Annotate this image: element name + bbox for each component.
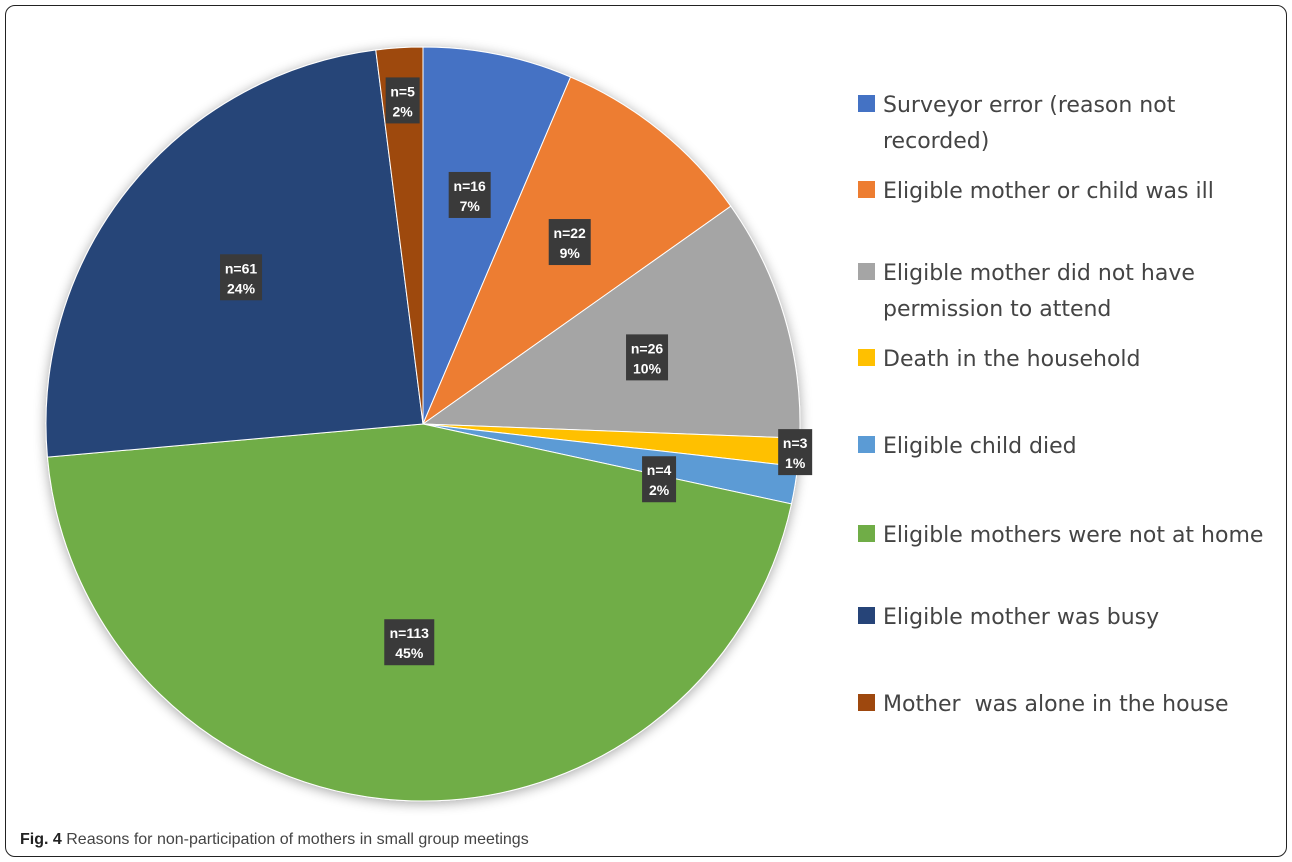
data-label-count: n=5	[390, 83, 415, 99]
data-label-count: n=61	[225, 260, 258, 276]
pie-slice	[375, 46, 424, 425]
data-label-percent: 2%	[649, 482, 670, 498]
legend-swatch	[858, 95, 875, 112]
data-label: n=31%	[778, 429, 813, 476]
data-label-count: n=22	[554, 225, 587, 241]
data-label-count: n=113	[390, 625, 430, 641]
legend-item-death: Death in the household	[858, 342, 1283, 378]
figure-number: Fig. 4	[20, 831, 62, 848]
legend-item-busy: Eligible mother was busy	[858, 600, 1283, 636]
legend-swatch	[858, 349, 875, 366]
data-label: n=113 45%	[384, 619, 435, 666]
legend-swatch	[858, 263, 875, 280]
data-label-percent: 2%	[393, 103, 414, 119]
legend-swatch	[858, 607, 875, 624]
data-label-box	[642, 456, 677, 503]
data-label-count: n=26	[631, 340, 664, 356]
pie-slice	[45, 49, 424, 458]
data-label-count: n=16	[454, 178, 487, 194]
data-label-count: n=4	[647, 462, 672, 478]
data-label-percent: 7%	[460, 198, 481, 214]
data-label-box	[384, 619, 435, 666]
data-label-box	[448, 171, 491, 218]
data-label-box	[626, 334, 669, 381]
data-label-box	[778, 429, 813, 476]
legend-item-surveyor-error: Surveyor error (reason not recorded)	[858, 88, 1283, 160]
caption-text: Reasons for non-participation of mothers…	[66, 831, 529, 848]
legend-label: Surveyor error (reason not recorded)	[883, 93, 1176, 154]
pie-slice	[422, 46, 572, 425]
figure-frame	[5, 5, 1287, 857]
pie-slice	[421, 205, 801, 439]
data-label: n=61 24%	[220, 254, 263, 301]
data-label-percent: 1%	[785, 455, 806, 471]
legend-item-no-permission: Eligible mother did not have permission …	[858, 256, 1283, 328]
data-label-percent: 9%	[560, 245, 581, 261]
legend-label: Eligible mother was busy	[883, 605, 1160, 630]
legend-item-not-at-home: Eligible mothers were not at home	[858, 518, 1283, 554]
data-label-box	[385, 77, 420, 124]
data-label: n=26 10%	[626, 334, 669, 381]
data-label-box	[220, 254, 263, 301]
legend-item-child-died: Eligible child died	[858, 429, 1283, 465]
legend-label: Eligible mothers were not at home	[883, 523, 1264, 548]
legend-swatch	[858, 525, 875, 542]
legend-swatch	[858, 181, 875, 198]
figure-caption: Fig. 4 Reasons for non-participation of …	[20, 831, 529, 849]
legend-item-ill: Eligible mother or child was ill	[858, 174, 1283, 210]
data-label-percent: 45%	[395, 645, 424, 661]
legend-swatch	[858, 694, 875, 711]
data-label-count: n=3	[783, 435, 808, 451]
legend-label: Mother was alone in the house	[883, 692, 1229, 717]
legend-label: Eligible mother did not have permission …	[883, 261, 1195, 322]
legend-label: Death in the household	[883, 347, 1141, 372]
data-label: n=42%	[642, 456, 677, 503]
data-label: n=22 9%	[548, 219, 591, 266]
legend-label: Eligible child died	[883, 434, 1077, 459]
legend-item-alone: Mother was alone in the house	[858, 687, 1283, 723]
data-label-percent: 24%	[227, 280, 256, 296]
data-label: n=16 7%	[448, 171, 491, 218]
legend-label: Eligible mother or child was ill	[883, 179, 1214, 204]
data-label: n=52%	[385, 77, 420, 124]
data-label-percent: 10%	[633, 360, 662, 376]
pie-slice	[46, 423, 793, 802]
legend-swatch	[858, 436, 875, 453]
data-label-box	[548, 219, 591, 266]
